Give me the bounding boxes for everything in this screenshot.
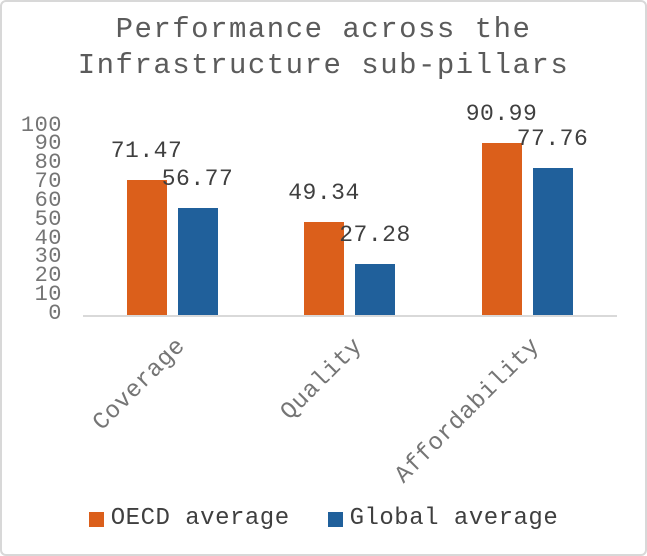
y-axis-tick-label: 50 [34,206,62,232]
y-axis-tick-label: 20 [34,263,62,289]
y-axis-tick-label: 70 [34,169,62,195]
legend-swatch-icon [327,511,343,527]
x-axis-category-label: Affordability [390,333,547,490]
data-label: 49.34 [288,179,360,206]
data-label: 90.99 [465,101,538,128]
legend-item-global-average: Global average [327,505,559,533]
legend-label: Global average [349,505,559,532]
chart-title: Performance across the Infrastructure su… [2,12,645,84]
y-axis-tick-label: 0 [48,301,62,326]
legend-swatch-icon [88,511,104,527]
bar-global-average-quality [355,263,395,315]
chart-title-line-2: Infrastructure sub-pillars [77,49,570,82]
bar-global-average-coverage [177,207,218,315]
x-axis-line [83,315,617,317]
x-axis-category-label: Coverage [87,333,192,437]
data-label: 56.77 [161,165,234,192]
y-axis-tick-label: 10 [34,282,62,308]
chart-title-line-1: Performance across the [115,13,532,46]
legend-label: OECD average [110,505,290,532]
data-label: 71.47 [110,138,183,165]
bar-oecd-average-quality [304,221,344,315]
y-axis-tick-label: 80 [34,150,62,176]
y-axis-tick-label: 60 [34,187,62,213]
chart-legend: OECD average Global average [2,505,645,533]
bar-oecd-average-affordability [481,143,522,315]
data-label: 27.28 [339,221,411,248]
data-label: 77.76 [516,126,589,153]
y-axis-tick-label: 100 [20,112,62,138]
y-axis-tick-label: 40 [34,225,62,251]
bar-global-average-affordability [532,168,573,315]
legend-item-oecd-average: OECD average [88,505,290,533]
x-axis-category-label: Quality [276,333,369,427]
y-axis-tick-label: 30 [34,244,62,270]
bar-oecd-average-coverage [126,180,167,315]
y-axis-tick-label: 90 [34,131,62,157]
